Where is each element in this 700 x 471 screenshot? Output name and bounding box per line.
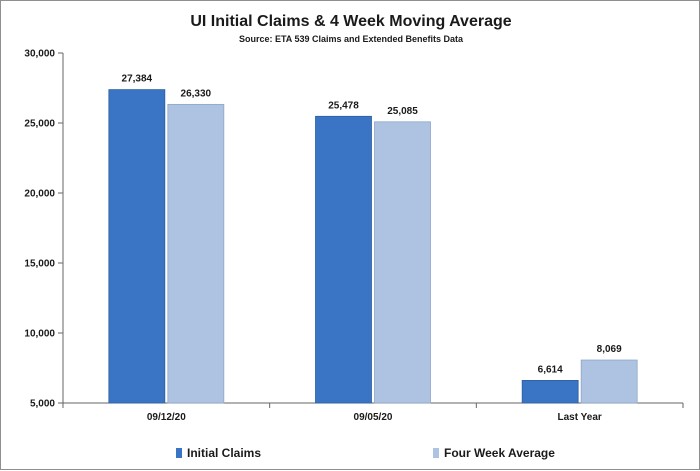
bar bbox=[580, 359, 638, 404]
legend-swatch-four-week-average bbox=[433, 448, 439, 458]
data-label: 27,384 bbox=[122, 74, 153, 85]
data-label: 6,614 bbox=[538, 364, 563, 375]
y-tick-label: 10,000 bbox=[24, 329, 55, 340]
bar bbox=[167, 103, 225, 404]
bar bbox=[108, 89, 166, 404]
data-label: 25,478 bbox=[328, 100, 359, 111]
y-tick-label: 20,000 bbox=[24, 189, 55, 200]
data-label: 8,069 bbox=[597, 344, 622, 355]
chart-title: UI Initial Claims & 4 Week Moving Averag… bbox=[190, 13, 512, 30]
x-tick-label: 09/12/20 bbox=[147, 412, 186, 423]
bar bbox=[315, 115, 372, 404]
data-label: 26,330 bbox=[181, 88, 212, 99]
bar bbox=[521, 380, 579, 404]
legend-label-initial-claims: Initial Claims bbox=[187, 446, 262, 460]
legend-swatch-initial-claims bbox=[176, 448, 182, 458]
legend-item-four-week-average: Four Week Average bbox=[433, 446, 555, 460]
x-tick-label: Last Year bbox=[558, 412, 602, 423]
y-tick-label: 5,000 bbox=[30, 399, 55, 410]
y-tick-label: 25,000 bbox=[24, 119, 55, 130]
y-tick-label: 30,000 bbox=[24, 49, 55, 60]
legend-label-four-week-average: Four Week Average bbox=[444, 446, 555, 460]
x-tick-label: 09/05/20 bbox=[354, 412, 393, 423]
chart-subtitle: Source: ETA 539 Claims and Extended Bene… bbox=[238, 34, 464, 44]
data-label: 25,085 bbox=[387, 106, 418, 117]
bar bbox=[374, 121, 431, 404]
legend-item-initial-claims: Initial Claims bbox=[176, 446, 261, 460]
legend: Initial Claims Four Week Average bbox=[1, 446, 700, 462]
y-tick-label: 15,000 bbox=[24, 259, 55, 270]
